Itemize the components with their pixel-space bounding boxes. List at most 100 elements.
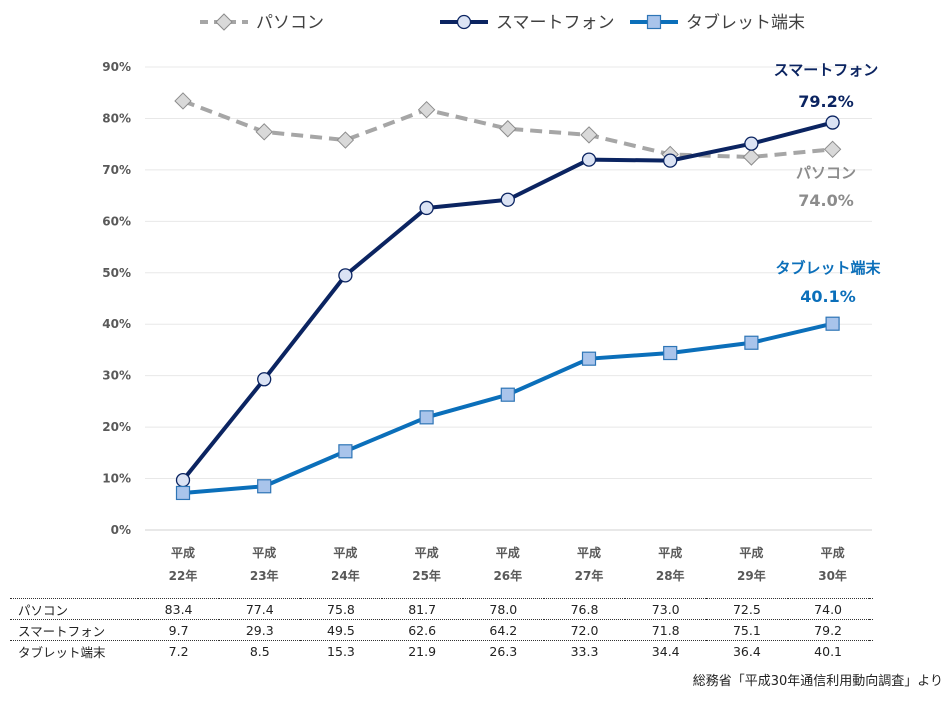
x-tick-label: 24年 bbox=[331, 568, 360, 583]
table-cell: 73.0 bbox=[651, 601, 680, 617]
y-tick-label: 20% bbox=[102, 420, 131, 434]
table-cell: 33.3 bbox=[570, 643, 599, 659]
x-tick-label: 30年 bbox=[818, 568, 847, 583]
data-point bbox=[825, 316, 840, 331]
table-row: スマートフォン 9.7 29.3 49.5 62.6 64.2 72.0 71.8 75.1 79… bbox=[10, 620, 873, 641]
annotation-name: スマートフォン bbox=[774, 61, 879, 79]
data-point bbox=[257, 479, 272, 494]
annotation-name: タブレット端末 bbox=[775, 259, 881, 277]
table-cell: 78.0 bbox=[489, 601, 518, 617]
table-cell: 7.2 bbox=[168, 643, 189, 659]
row-label: タブレット端末 bbox=[18, 644, 106, 660]
legend-marker bbox=[646, 14, 662, 30]
table-cell: 83.4 bbox=[164, 601, 193, 617]
data-point bbox=[257, 372, 272, 387]
data-point bbox=[663, 153, 678, 168]
y-tick-label: 80% bbox=[102, 111, 131, 125]
data-point bbox=[580, 126, 598, 144]
table-cell: 34.4 bbox=[651, 643, 680, 659]
data-point bbox=[255, 123, 273, 141]
series-line bbox=[181, 120, 834, 482]
x-tick-label: 22年 bbox=[169, 568, 198, 583]
legend-label: タブレット端末 bbox=[686, 12, 805, 33]
table-row: パソコン 83.4 77.4 75.8 81.7 78.0 76.8 73.0 72.5 74.0 bbox=[10, 598, 873, 620]
table-cell: 72.5 bbox=[732, 601, 761, 617]
x-tick-label: 29年 bbox=[737, 568, 766, 583]
data-point bbox=[338, 268, 353, 283]
row-label: パソコン bbox=[18, 602, 69, 618]
x-tick-label: 平成 bbox=[658, 545, 682, 560]
row-label: スマートフォン bbox=[18, 623, 106, 639]
legend-label: パソコン bbox=[256, 13, 324, 33]
table-cell: 62.6 bbox=[408, 622, 437, 638]
data-point bbox=[175, 472, 191, 488]
table-cell: 77.4 bbox=[245, 601, 274, 617]
data-point bbox=[500, 192, 515, 207]
table-cell: 71.8 bbox=[651, 622, 680, 638]
end-annotations: スマートフォン 79.2% パソコン 74.0% タブレット端末 40.1% bbox=[774, 61, 882, 306]
series-スマートフォン bbox=[175, 115, 840, 488]
legend-item: パソコン bbox=[200, 13, 324, 33]
data-point bbox=[742, 148, 761, 166]
data-point bbox=[175, 485, 191, 501]
line-chart: パソコン スマートフォン タブレット端末 0%10%20%30%40%50%60%7… bbox=[102, 12, 882, 583]
data-point bbox=[825, 115, 840, 130]
series-line bbox=[182, 321, 834, 495]
table-cell: 36.4 bbox=[732, 643, 761, 659]
data-point bbox=[663, 345, 678, 361]
y-tick-label: 0% bbox=[111, 523, 131, 537]
data-point bbox=[336, 131, 355, 149]
legend-item: タブレット端末 bbox=[630, 12, 805, 33]
x-tick-label: 平成 bbox=[821, 545, 845, 560]
y-axis-ticks: 0% 10% 20% 30% 40% 50% 60% 70% 80% 90% bbox=[102, 60, 131, 537]
annotation: タブレット端末 40.1% bbox=[775, 259, 881, 306]
x-tick-label: 平成 bbox=[252, 545, 276, 560]
source-note: 総務省「平成30年通信利用動向調査」より bbox=[692, 674, 943, 689]
x-tick-label: 平成 bbox=[496, 545, 520, 560]
y-tick-label: 10% bbox=[102, 472, 131, 486]
table-cell: 76.8 bbox=[570, 601, 599, 617]
table-cell: 64.2 bbox=[489, 622, 518, 638]
data-point bbox=[581, 351, 597, 366]
y-tick-label: 40% bbox=[102, 317, 131, 331]
legend-label: スマートフォン bbox=[496, 13, 615, 33]
table-cell: 81.7 bbox=[408, 601, 437, 617]
data-point bbox=[174, 92, 192, 110]
table-cell: 9.7 bbox=[168, 622, 189, 638]
data-point bbox=[823, 140, 842, 159]
series-タブレット端末 bbox=[175, 316, 840, 501]
table-pad bbox=[869, 599, 873, 620]
annotation-name: パソコン bbox=[796, 164, 856, 182]
annotation: スマートフォン 79.2% bbox=[774, 61, 879, 111]
data-point bbox=[581, 152, 597, 167]
x-tick-label: 平成 bbox=[577, 545, 601, 560]
table-pad bbox=[869, 620, 873, 641]
annotation-value: 40.1% bbox=[800, 287, 856, 306]
y-tick-label: 30% bbox=[102, 369, 131, 383]
series-line bbox=[182, 99, 833, 160]
table-cell: 26.3 bbox=[489, 643, 518, 659]
data-point bbox=[744, 335, 759, 350]
table-cell: 40.1 bbox=[814, 643, 843, 659]
x-tick-label: 28年 bbox=[656, 568, 685, 583]
legend-marker bbox=[215, 13, 233, 31]
x-axis-ticks: 平成 22年 平成 23年 平成 24年 平成 25年 平成 26年 平成 27年 平成 28年 平成 29年… bbox=[169, 545, 847, 583]
legend: パソコン スマートフォン タブレット端末 bbox=[200, 12, 805, 33]
annotation-value: 74.0% bbox=[798, 191, 854, 210]
legend-marker bbox=[456, 14, 472, 30]
series-lines bbox=[174, 92, 842, 501]
x-tick-label: 平成 bbox=[739, 545, 763, 560]
y-tick-label: 50% bbox=[102, 266, 131, 280]
y-tick-label: 60% bbox=[102, 214, 131, 228]
x-tick-label: 26年 bbox=[493, 568, 522, 583]
table-cell: 72.0 bbox=[570, 622, 599, 638]
x-tick-label: 23年 bbox=[250, 568, 279, 583]
table-row: タブレット端末 7.2 8.5 15.3 21.9 26.3 33.3 34.4 36.4 40.… bbox=[10, 641, 873, 662]
x-tick-label: 27年 bbox=[575, 568, 604, 583]
data-point bbox=[419, 200, 434, 216]
data-point bbox=[499, 120, 517, 138]
annotation-value: 79.2% bbox=[798, 92, 854, 111]
table-cell: 29.3 bbox=[245, 622, 274, 638]
data-point bbox=[417, 100, 436, 119]
table-pad bbox=[869, 641, 873, 662]
